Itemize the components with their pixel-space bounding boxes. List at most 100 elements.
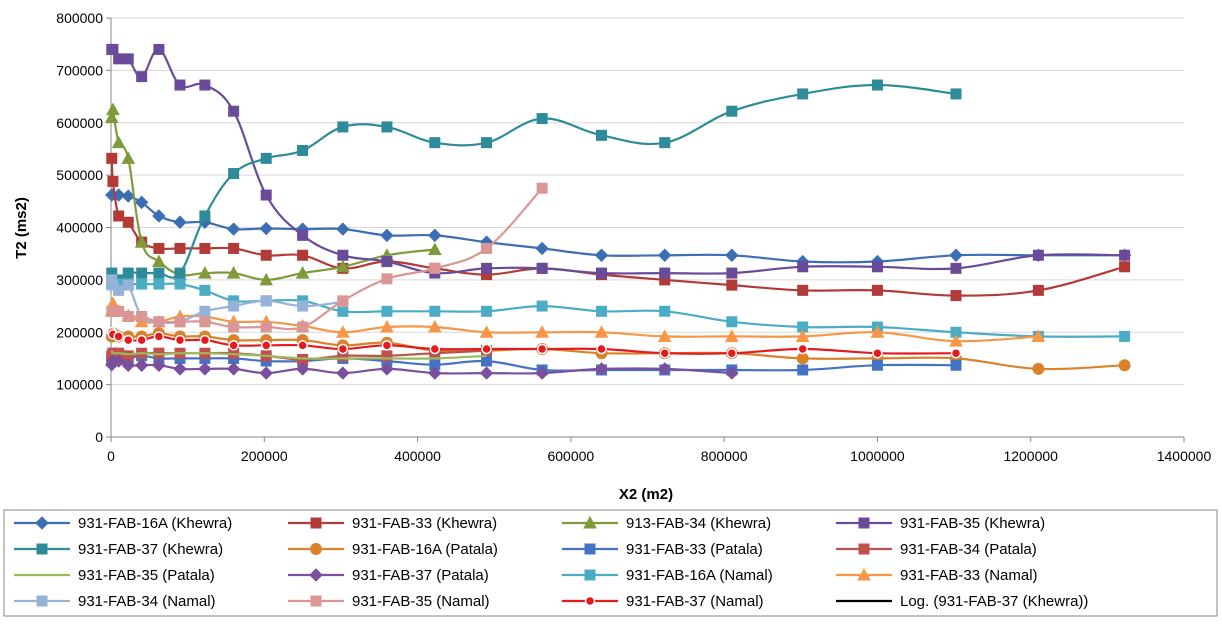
series-931-fab-16a-khewra-point <box>121 189 135 203</box>
series-931-fab-37-namal-point <box>872 347 883 359</box>
series-931-fab-16a-khewra <box>105 188 1132 269</box>
legend-931-fab-16a-khewra: 931-FAB-16A (Khewra) <box>14 515 232 532</box>
legend-931-fab-37-namal: 931-FAB-37 (Namal) <box>562 593 764 610</box>
series-931-fab-16a-namal-point <box>136 278 148 290</box>
series-931-fab-33-khewra-point <box>1032 284 1044 296</box>
series-931-fab-16a-khewra-point <box>594 248 609 262</box>
legend-931-fab-37-patala-point <box>309 568 323 582</box>
legend-931-fab-16a-namal: 931-FAB-16A (Namal) <box>562 567 773 584</box>
series-931-fab-37-khewra-point <box>122 267 134 279</box>
legend-931-fab-37-khewra-point <box>36 543 48 555</box>
series-931-fab-16a-khewra-point <box>658 248 672 262</box>
series-931-fab-33-namal-point <box>1031 329 1046 342</box>
series-931-fab-35-khewra-point <box>1119 249 1131 261</box>
series-931-fab-16a-khewra-point <box>336 222 350 236</box>
series-931-fab-33-khewra-point <box>113 210 125 222</box>
series-931-fab-16a-khewra-point <box>428 228 442 243</box>
series-931-fab-37-namal-point <box>596 343 607 355</box>
y-tick-label: 800000 <box>56 10 103 26</box>
series-931-fab-33-khewra-point <box>297 249 309 261</box>
series-931-fab-37-khewra-point <box>659 137 671 149</box>
series-931-fab-16a-khewra-point <box>152 209 166 223</box>
series-931-fab-34-namal-point <box>260 295 272 307</box>
series-913-fab-34-khewra-point <box>152 254 166 268</box>
series-931-fab-35-khewra-point <box>950 262 962 274</box>
y-tick-label: 0 <box>95 429 103 445</box>
series-931-fab-33-namal-point <box>724 329 739 342</box>
series-931-fab-33-khewra-point <box>1119 261 1131 273</box>
series-931-fab-33-khewra-point <box>726 279 738 291</box>
series-931-fab-16a-patala-point <box>796 352 809 365</box>
x-tick-label: 600000 <box>547 448 594 464</box>
series-931-fab-37-khewra-point <box>381 121 393 133</box>
series-931-fab-16a-namal-point <box>596 305 608 317</box>
series-931-fab-37-namal-point <box>113 331 124 342</box>
series-931-fab-37-namal <box>106 327 962 359</box>
series-931-fab-37-namal-point <box>481 343 492 355</box>
series-931-fab-16a-khewra-point <box>949 248 963 262</box>
series-931-fab-35-namal-point <box>153 316 165 328</box>
series-931-fab-37-namal-point <box>174 334 186 346</box>
series-931-fab-35-khewra-point <box>871 261 883 273</box>
series-931-fab-33-khewra-point <box>122 216 134 228</box>
legend-931-fab-16a-patala-label: 931-FAB-16A (Patala) <box>352 541 498 558</box>
series-931-fab-33-khewra-point <box>797 284 809 296</box>
series-931-fab-37-khewra-point <box>950 88 962 100</box>
legend-931-fab-37-namal-point <box>584 595 596 607</box>
legend-931-fab-33-patala: 931-FAB-33 (Patala) <box>562 541 763 558</box>
series-931-fab-37-namal-point <box>228 340 239 351</box>
series-931-fab-33-namal-point <box>594 325 609 338</box>
series-931-fab-37-khewra-point <box>199 210 211 222</box>
series-931-fab-37-patala-point <box>479 366 494 380</box>
series-931-fab-35-khewra-point <box>797 261 809 273</box>
x-tick-label: 1400000 <box>1157 448 1212 464</box>
series-931-fab-35-khewra-point <box>153 43 165 55</box>
series-931-fab-37-khewra-point <box>260 152 272 164</box>
series-931-fab-33-patala-point <box>950 359 962 371</box>
series-931-fab-37-namal-point <box>153 331 165 342</box>
series-931-fab-16a-namal-point <box>337 305 349 317</box>
series-931-fab-37-khewra-point <box>797 88 809 100</box>
series-931-fab-37-patala-point <box>295 362 310 376</box>
legend-931-fab-33-patala-point <box>584 543 596 555</box>
series-931-fab-37-namal-point <box>659 347 670 359</box>
legend-log-931-fab-37-khewra-label: Log. (931-FAB-37 (Khewra)) <box>900 593 1088 610</box>
y-tick-label: 700000 <box>56 62 103 78</box>
series-931-fab-37-khewra-point <box>871 79 883 91</box>
series-931-fab-33-patala-point <box>797 364 809 376</box>
plot-area <box>104 43 1132 380</box>
series-931-fab-33-namal-point <box>535 325 549 338</box>
series-931-fab-35-khewra-point <box>659 267 671 279</box>
series-931-fab-35-khewra <box>106 43 1131 279</box>
series-931-fab-33-khewra-point <box>199 242 211 254</box>
series-913-fab-34-khewra-point <box>336 259 350 273</box>
series-931-fab-35-khewra-point <box>481 262 493 274</box>
legend-931-fab-35-namal-label: 931-FAB-35 (Namal) <box>352 593 490 610</box>
x-tick-label: 200000 <box>241 448 288 464</box>
series-931-fab-37-namal-point <box>260 340 272 351</box>
series-931-fab-33-khewra-point <box>174 242 186 254</box>
legend-931-fab-35-khewra-label: 931-FAB-35 (Khewra) <box>900 515 1045 532</box>
series-931-fab-33-patala-point <box>481 355 493 367</box>
series-931-fab-33-namal-point <box>657 329 672 342</box>
series-931-fab-35-namal-point <box>136 311 148 323</box>
series-931-fab-37-namal-point <box>136 334 147 346</box>
legend-931-fab-16a-khewra-label: 931-FAB-16A (Khewra) <box>78 515 232 532</box>
series-931-fab-35-khewra-point <box>199 79 211 91</box>
series-931-fab-16a-patala-point <box>1118 359 1131 372</box>
series-931-fab-37-khewra-point <box>337 121 349 133</box>
series-913-fab-34-khewra-point <box>121 151 136 164</box>
series-931-fab-16a-namal-point <box>481 305 493 317</box>
series-931-fab-35-khewra-point <box>297 229 309 241</box>
x-tick-label: 1000000 <box>850 448 905 464</box>
series-931-fab-35-namal-point <box>228 321 240 333</box>
series-931-fab-16a-namal-point <box>1119 330 1131 342</box>
series-931-fab-37-patala-point <box>594 362 609 376</box>
legend-913-fab-34-khewra: 913-FAB-34 (Khewra) <box>562 515 771 532</box>
series-931-fab-37-patala <box>105 354 739 380</box>
tick-labels: 0 100000 200000 300000 400000 500000 600000 700… <box>56 10 1211 464</box>
series-931-fab-16a-namal-point <box>199 284 211 296</box>
legend-931-fab-35-khewra-point <box>858 517 870 529</box>
legend-931-fab-33-khewra-label: 931-FAB-33 (Khewra) <box>352 515 497 532</box>
legend-931-fab-35-patala: 931-FAB-35 (Patala) <box>14 567 215 584</box>
